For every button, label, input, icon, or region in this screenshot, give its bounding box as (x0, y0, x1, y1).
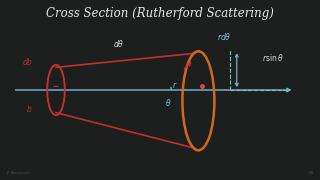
Text: 69: 69 (308, 171, 314, 175)
Text: Cross Section (Rutherford Scattering): Cross Section (Rutherford Scattering) (46, 7, 274, 20)
Text: $d\theta$: $d\theta$ (113, 38, 124, 49)
Text: $\theta$: $\theta$ (165, 97, 171, 108)
Text: $b$: $b$ (26, 102, 32, 114)
Text: $rd\theta$: $rd\theta$ (217, 30, 231, 42)
Text: JP Anastasio: JP Anastasio (6, 171, 31, 175)
Text: $r\sin\theta$: $r\sin\theta$ (262, 52, 284, 63)
Text: $db$: $db$ (21, 56, 33, 67)
Text: $r$: $r$ (172, 80, 177, 90)
